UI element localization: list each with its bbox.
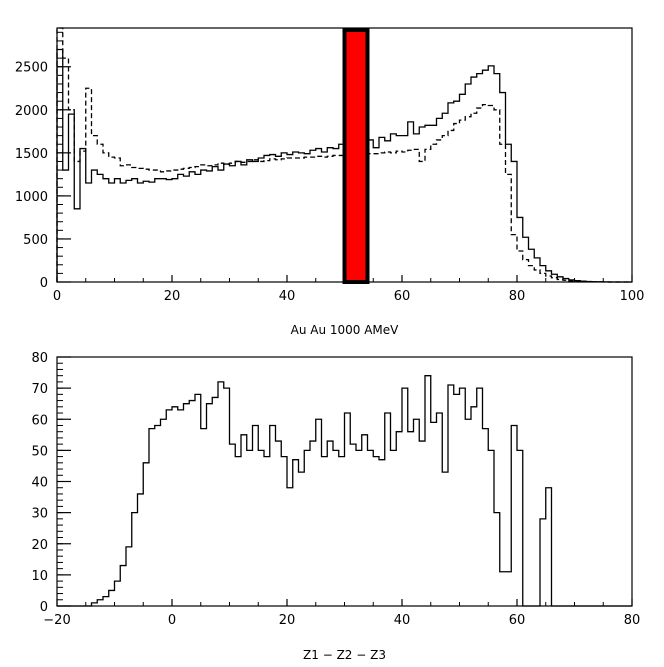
x-tick-label: 100	[620, 289, 645, 304]
y-tick-label: 10	[31, 569, 48, 584]
y-tick-label: 1000	[15, 190, 48, 205]
x-tick-label: 80	[509, 289, 526, 304]
x-tick-label: −20	[43, 613, 70, 628]
y-tick-label: 20	[31, 538, 48, 553]
y-tick-label: 0	[40, 600, 48, 615]
x-tick-label: 0	[53, 289, 61, 304]
x-tick-label: 60	[509, 613, 526, 628]
x-axis-title: Z1 − Z2 − Z3	[303, 648, 386, 662]
y-tick-label: 2000	[15, 104, 48, 119]
y-tick-label: 40	[31, 476, 48, 491]
y-tick-label: 2500	[15, 61, 48, 76]
x-axis-title: Au Au 1000 AMeV	[291, 323, 400, 337]
y-tick-label: 30	[31, 507, 48, 522]
y-tick-label: 50	[31, 444, 48, 459]
y-tick-label: 1500	[15, 147, 48, 162]
highlight-box	[342, 28, 370, 284]
x-tick-label: 40	[279, 289, 296, 304]
y-tick-label: 500	[23, 233, 48, 248]
y-tick-label: 0	[40, 276, 48, 291]
histogram-series-dashed	[56, 27, 632, 283]
x-tick-label: 80	[624, 613, 641, 628]
x-tick-label: 20	[164, 289, 181, 304]
y-tick-label: 70	[31, 382, 48, 397]
y-tick-label: 60	[31, 413, 48, 428]
histogram-series-solid	[57, 375, 632, 607]
x-tick-label: 0	[168, 613, 176, 628]
histogram-series-solid	[56, 48, 632, 283]
x-tick-label: 60	[394, 289, 411, 304]
x-tick-label: 20	[279, 613, 296, 628]
y-tick-label: 80	[31, 351, 48, 366]
x-tick-label: 40	[394, 613, 411, 628]
